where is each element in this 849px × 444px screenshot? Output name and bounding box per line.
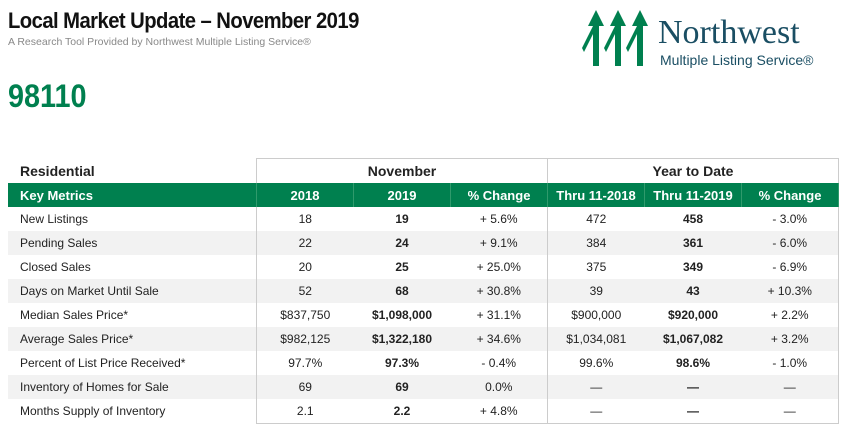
metric-name: Pending Sales <box>8 231 257 255</box>
metric-value: 349 <box>682 260 704 274</box>
metric-value: 2.2 <box>353 399 451 424</box>
metric-name: Closed Sales <box>20 260 91 274</box>
metric-value: 39 <box>547 279 645 303</box>
metric-value: — <box>547 375 645 399</box>
metric-name: New Listings <box>20 212 89 226</box>
column-header: 2019 <box>353 183 451 207</box>
metric-value: $982,125 <box>256 327 354 351</box>
metric-value: + 5.6% <box>450 207 548 231</box>
metric-value: - 6.9% <box>741 255 839 279</box>
table-row: Inventory of Homes for Sale 69 69 0.0% — — — <box>8 375 839 399</box>
metric-value: - 1.0% <box>741 351 839 375</box>
column-header: Key Metrics <box>8 183 257 207</box>
page-title: Local Market Update – November 2019 <box>8 8 359 33</box>
metric-value: 19 <box>395 212 409 226</box>
metric-value: — <box>547 399 645 424</box>
metric-value: $1,067,082 <box>644 327 742 351</box>
metric-value: — <box>644 375 742 399</box>
metric-value: 52 <box>256 279 354 303</box>
table-row: Closed Sales 20 25 + 25.0% 375 349 - 6.9% <box>8 255 839 279</box>
metric-value: $900,000 <box>571 308 622 322</box>
page-subtitle: A Research Tool Provided by Northwest Mu… <box>8 36 311 48</box>
metric-value: - 6.0% <box>741 231 839 255</box>
metric-value: 384 <box>547 231 645 255</box>
section-label: Residential <box>20 162 95 179</box>
metric-value: + 30.8% <box>450 279 548 303</box>
metric-name: Inventory of Homes for Sale <box>8 375 257 399</box>
metric-value: + 3.2% <box>741 327 839 351</box>
metric-value: 2.1 <box>256 399 354 424</box>
metric-value: 22 <box>256 231 354 255</box>
metric-value: + 31.1% <box>450 303 548 327</box>
metric-name: Days on Market Until Sale <box>8 279 257 303</box>
column-header: Thru 11-2019 <box>644 183 742 207</box>
table-row: Percent of List Price Received* 97.7% 97.3… <box>8 351 839 375</box>
metric-value: 361 <box>644 231 742 255</box>
metric-value: 97.3% <box>384 356 420 370</box>
metric-name: Percent of List Price Received* <box>20 356 186 370</box>
nwmls-logo: Northwest Multiple Listing Service® <box>582 8 842 68</box>
metric-name: Average Sales Price* <box>8 327 257 351</box>
logo-tagline: Multiple Listing Service® <box>660 52 814 68</box>
metric-value: + 10.3% <box>741 279 839 303</box>
zip-code: 98110 <box>8 78 87 114</box>
metric-name: Months Supply of Inventory <box>20 404 166 419</box>
metric-value: 25 <box>395 260 409 274</box>
metric-value: 98.6% <box>675 356 711 370</box>
metric-value: + 9.1% <box>450 231 548 255</box>
metric-value: 0.0% <box>450 375 548 399</box>
metric-value: 68 <box>353 279 451 303</box>
metric-value: 99.6% <box>579 356 614 370</box>
group-ytd: Year to Date <box>547 158 839 183</box>
metric-value: 43 <box>644 279 742 303</box>
column-header: Thru 11-2018 <box>547 183 645 207</box>
table-row: Days on Market Until Sale 52 68 + 30.8% 39 43… <box>8 279 839 303</box>
metric-value: 472 <box>586 212 607 226</box>
column-header: 2018 <box>256 183 354 207</box>
table-row: New Listings 18 19 + 5.6% 472 458 - 3.0% <box>8 207 839 231</box>
metric-value: — <box>741 375 839 399</box>
metric-value: 97.7% <box>256 351 354 375</box>
metric-value: + 4.8% <box>450 399 548 424</box>
table-row: Pending Sales 22 24 + 9.1% 384 361- 6.0% <box>8 231 839 255</box>
metric-name: Median Sales Price* <box>20 308 129 322</box>
metric-value: 20 <box>256 255 354 279</box>
metric-value: 458 <box>682 212 704 226</box>
metric-value: — <box>644 399 742 424</box>
table-row: Average Sales Price* $982,125 $1,322,180 + … <box>8 327 839 351</box>
trees-icon <box>582 10 648 66</box>
metric-value: 69 <box>353 375 451 399</box>
metric-value: — <box>741 399 839 424</box>
logo-name: Northwest <box>658 14 800 51</box>
metric-value: 375 <box>586 260 607 274</box>
group-november: November <box>256 158 548 183</box>
column-header: % Change <box>741 183 839 207</box>
table-row: Median Sales Price* $837,750 $1,098,000 + 3… <box>8 303 839 327</box>
metric-value: + 2.2% <box>741 303 839 327</box>
metric-value: + 34.6% <box>450 327 548 351</box>
metric-value: 24 <box>353 231 451 255</box>
metric-value: $1,034,081 <box>547 327 645 351</box>
metric-value: $920,000 <box>667 308 719 322</box>
metric-value: - 3.0% <box>741 207 839 231</box>
metric-value: $1,322,180 <box>353 327 451 351</box>
table-row: Months Supply of Inventory 2.1 2.2 + 4.8% — —… <box>8 399 839 424</box>
market-metrics-table: Residential November Year to Date Key Me… <box>8 158 839 424</box>
metric-value: $1,098,000 <box>371 308 433 322</box>
metric-value: 18 <box>256 207 354 231</box>
metric-value: 69 <box>256 375 354 399</box>
column-header: % Change <box>450 183 548 207</box>
metric-value: + 25.0% <box>450 255 548 279</box>
metric-value: - 0.4% <box>450 351 548 375</box>
metric-value: $837,750 <box>256 303 354 327</box>
